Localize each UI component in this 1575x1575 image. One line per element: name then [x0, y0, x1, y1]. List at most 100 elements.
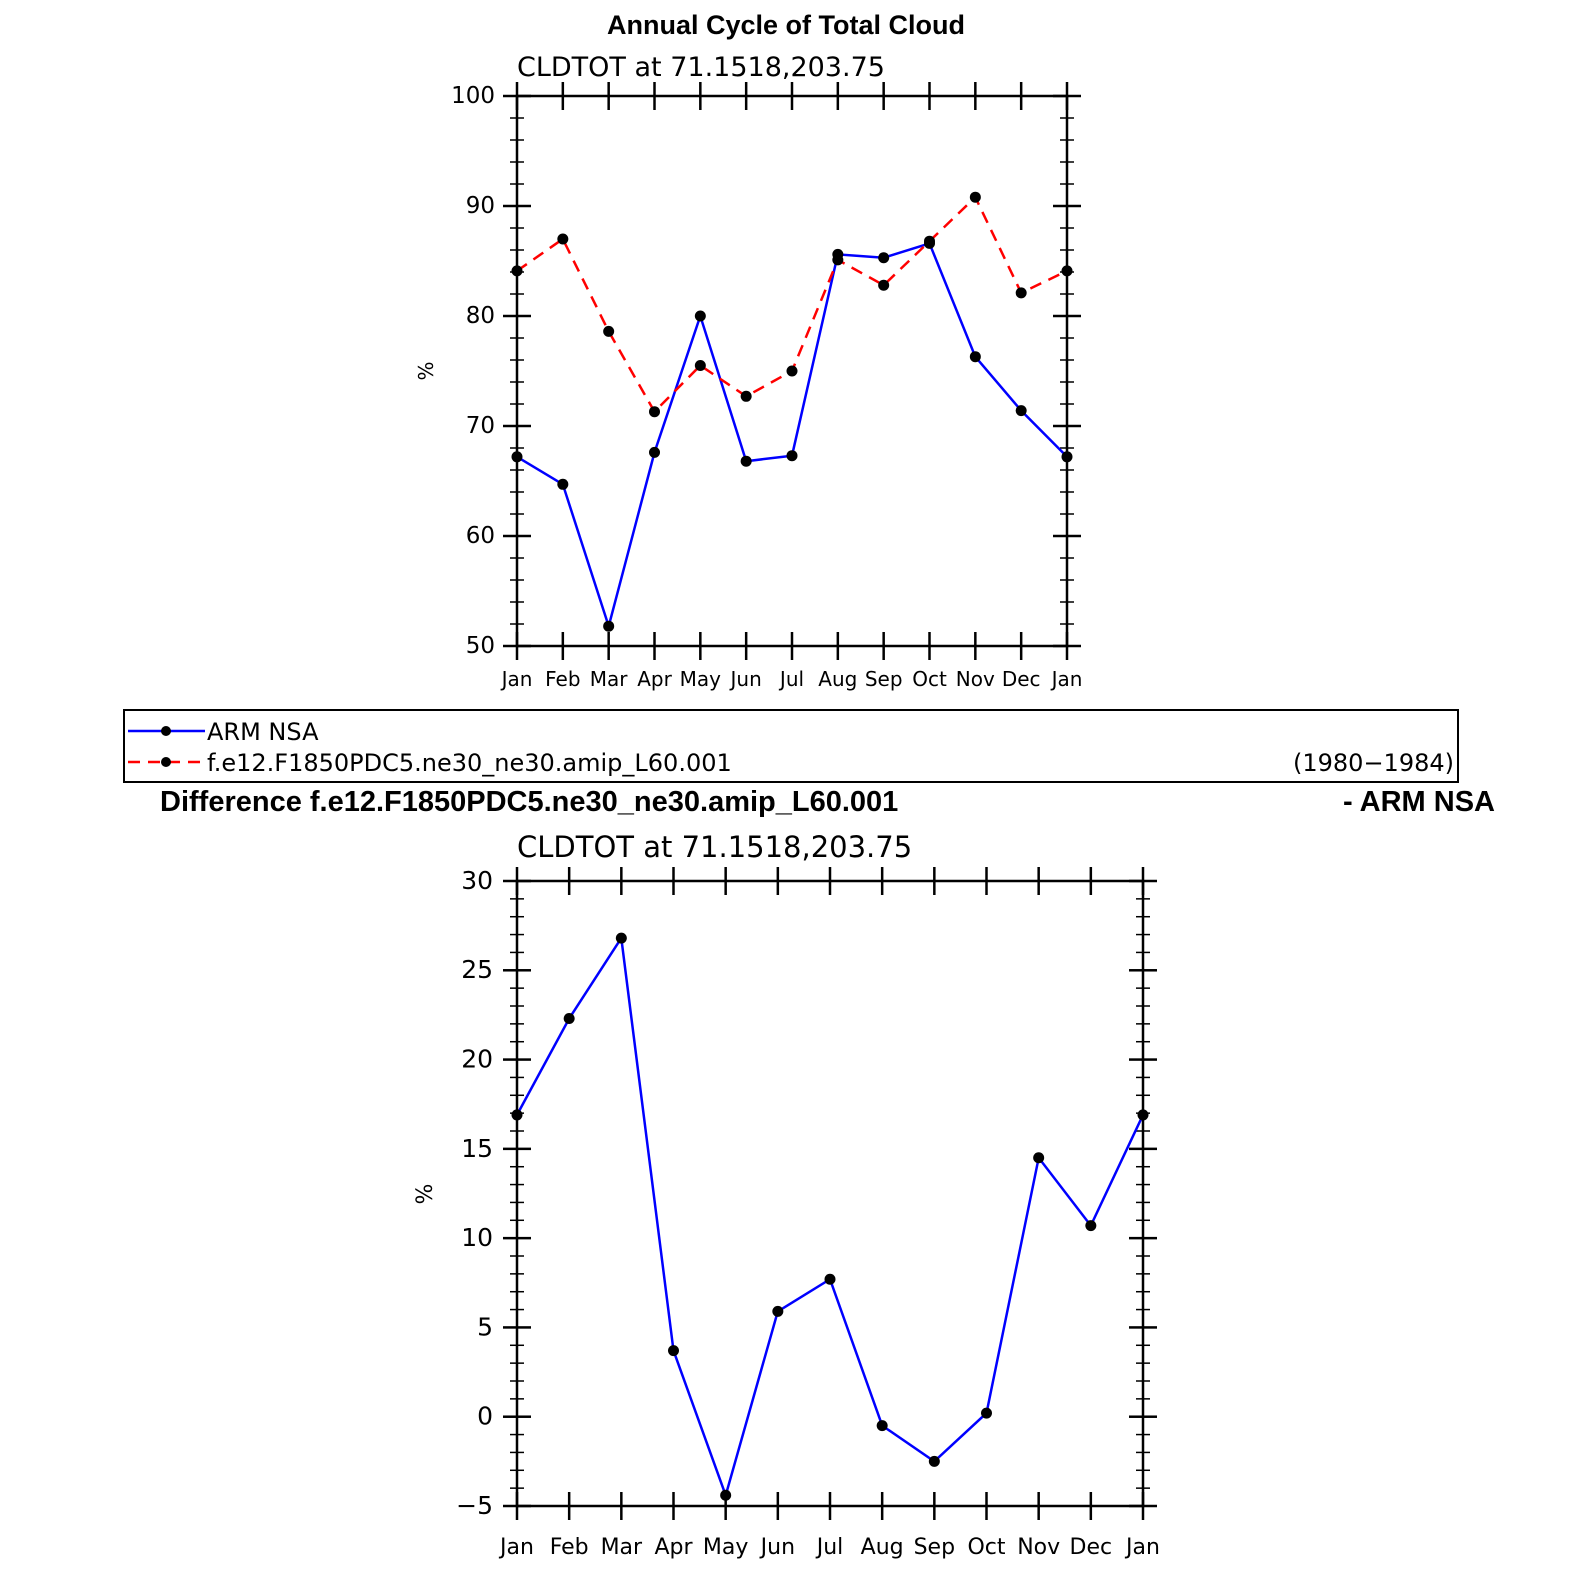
legend-period: (1980−1984): [1293, 749, 1454, 777]
top-chart-series-1-point: [694, 360, 706, 371]
top-chart-series-line-1: [516, 195, 1068, 414]
bottom-chart-x-tick-labels: Jan Feb Mar Apr May Jun Jul Aug Sep Oct Nov Dec Jan: [498, 1535, 1160, 1560]
legend-marker-arm-nsa: [161, 726, 171, 736]
top-chart-x-tick-label: May: [680, 667, 722, 691]
top-chart-series-1-point: [832, 254, 844, 266]
top-chart-series-1-point: [1015, 287, 1027, 299]
top-chart-y-tick-label: 100: [451, 83, 495, 109]
bottom-chart-x-tick-label: Dec: [1070, 1535, 1113, 1560]
bottom-chart-y-tick-label: 25: [461, 955, 493, 984]
bottom-chart-y-tick-label: 30: [461, 866, 493, 895]
bottom-chart-x-tick-label: Jul: [815, 1535, 844, 1560]
top-chart-x-tick-label: Dec: [1002, 667, 1041, 691]
top-chart-series-1-point: [603, 325, 615, 337]
bottom-chart-frame: [515, 879, 1145, 1508]
bottom-chart-x-tick-label: Sep: [914, 1535, 955, 1560]
bottom-chart-y-tick-label: 5: [477, 1312, 493, 1341]
legend: ARM NSA f.e12.F1850PDC5.ne30_ne30.amip_L…: [123, 709, 1459, 783]
top-chart-y-axis-label: %: [414, 361, 438, 380]
top-chart-series-1-point: [924, 235, 935, 247]
bottom-chart-x-tick-label: Nov: [1017, 1535, 1060, 1560]
top-chart-x-tick-label: Jul: [778, 667, 804, 691]
bottom-chart-x-tick-label: Jun: [759, 1535, 795, 1560]
bottom-chart-x-tick-label: Mar: [601, 1535, 643, 1560]
top-chart-main-title: Annual Cycle of Total Cloud: [607, 10, 965, 40]
bottom-chart-y-tick-label: 15: [461, 1134, 493, 1163]
top-chart-series-0-point: [969, 351, 981, 363]
bottom-chart-y-tick-label: 0: [477, 1402, 493, 1431]
top-chart-series-0-point: [786, 450, 798, 462]
top-chart-x-tick-label: Oct: [912, 667, 947, 691]
top-chart-y-tick-label: 60: [466, 523, 495, 549]
top-chart-series-0-point: [603, 620, 615, 632]
bottom-chart-ticks: [503, 867, 1157, 1520]
top-chart-series-1-point: [511, 265, 523, 277]
top-chart-series-1-point: [969, 191, 981, 203]
top-chart-series-1-point: [740, 390, 752, 402]
top-chart-series-0-point: [878, 252, 890, 264]
bottom-chart-x-tick-label: May: [703, 1535, 748, 1560]
bottom-chart-series-0-point: [928, 1455, 940, 1467]
top-chart-y-tick-labels: 50 60 70 80 90 100: [451, 83, 495, 659]
top-chart-y-tick-label: 90: [466, 193, 495, 219]
bottom-chart-main-title-suffix: - ARM NSA: [1343, 786, 1495, 818]
top-chart-x-tick-label: Sep: [865, 667, 903, 691]
bottom-chart-series-0-point: [1085, 1220, 1097, 1232]
bottom-chart-x-tick-label: Jan: [498, 1535, 534, 1560]
bottom-chart-x-tick-label: Apr: [654, 1535, 693, 1560]
top-chart-series-0-point: [694, 310, 706, 322]
bottom-chart-series-0-point: [720, 1489, 732, 1501]
top-chart-series-1-point: [1061, 265, 1073, 277]
top-chart-series-1-point: [878, 279, 890, 291]
top-chart-series-1-point: [649, 406, 660, 418]
bottom-chart-series-0-point: [876, 1420, 888, 1432]
top-chart-ticks: [503, 82, 1081, 660]
top-chart-series-line-0: [516, 241, 1068, 631]
top-chart-series-0-point: [1015, 405, 1027, 417]
legend-label-model: f.e12.F1850PDC5.ne30_ne30.amip_L60.001: [207, 749, 732, 777]
bottom-chart-y-tick-label: 20: [461, 1044, 493, 1073]
bottom-chart-x-tick-label: Feb: [550, 1535, 589, 1560]
top-chart-series-0-point: [740, 455, 752, 467]
bottom-chart-series: [511, 932, 1149, 1501]
bottom-chart-series-0-point: [1033, 1152, 1045, 1164]
legend-marker-model: [161, 757, 171, 767]
top-chart-x-tick-label: Mar: [590, 667, 629, 691]
bottom-chart-series-0-point: [511, 1109, 523, 1121]
bottom-chart-series-0-point: [615, 932, 627, 944]
top-chart-x-tick-label: Jan: [500, 667, 533, 691]
top-chart-y-tick-label: 80: [466, 303, 495, 329]
bottom-chart-y-tick-labels: −5 0 5 10 15 20 25 30: [456, 866, 493, 1520]
top-chart-x-tick-label: Jan: [1050, 667, 1083, 691]
top-chart-series-0-point: [649, 446, 660, 458]
bottom-chart-series-line-0: [515, 934, 1145, 1500]
top-chart-series-0-point: [511, 451, 523, 463]
top-chart: 50 60 70 80 90 100 Jan Feb Mar Apr May Jun Jul Aug Se…: [414, 82, 1082, 691]
bottom-chart-subtitle: CLDTOT at 71.1518,203.75: [517, 830, 912, 864]
top-chart-x-tick-label: Aug: [818, 667, 857, 691]
top-chart-x-tick-label: Apr: [637, 667, 672, 691]
top-chart-subtitle: CLDTOT at 71.1518,203.75: [517, 52, 885, 83]
legend-box: [123, 709, 1459, 783]
top-chart-series-1-point: [786, 365, 798, 377]
top-chart-series: [511, 191, 1073, 632]
bottom-chart: −5 0 5 10 15 20 25 30 Jan Feb Mar Apr May Jun Jul Aug S…: [413, 866, 1160, 1560]
bottom-chart-series-0-point: [772, 1305, 784, 1317]
top-chart-x-tick-labels: Jan Feb Mar Apr May Jun Jul Aug Sep Oct Nov Dec Jan: [500, 667, 1083, 691]
top-chart-x-tick-label: Feb: [545, 667, 580, 691]
bottom-chart-y-tick-label: −5: [456, 1491, 493, 1520]
bottom-chart-x-tick-label: Aug: [861, 1535, 904, 1560]
bottom-chart-series-0-point: [1137, 1109, 1149, 1121]
bottom-chart-series-0-point: [563, 1013, 575, 1024]
bottom-chart-series-0-point: [668, 1345, 679, 1357]
top-chart-x-tick-label: Nov: [956, 667, 995, 691]
top-chart-y-tick-label: 70: [466, 413, 495, 439]
bottom-chart-series-0-point: [981, 1407, 992, 1419]
legend-label-arm-nsa: ARM NSA: [207, 718, 319, 746]
top-chart-series-0-point: [1061, 451, 1073, 463]
top-chart-series-1-point: [557, 233, 569, 245]
bottom-chart-y-axis-label: %: [413, 1184, 438, 1205]
bottom-chart-x-tick-label: Oct: [967, 1535, 1005, 1560]
bottom-chart-x-tick-label: Jan: [1124, 1535, 1160, 1560]
top-chart-x-tick-label: Jun: [729, 667, 762, 691]
